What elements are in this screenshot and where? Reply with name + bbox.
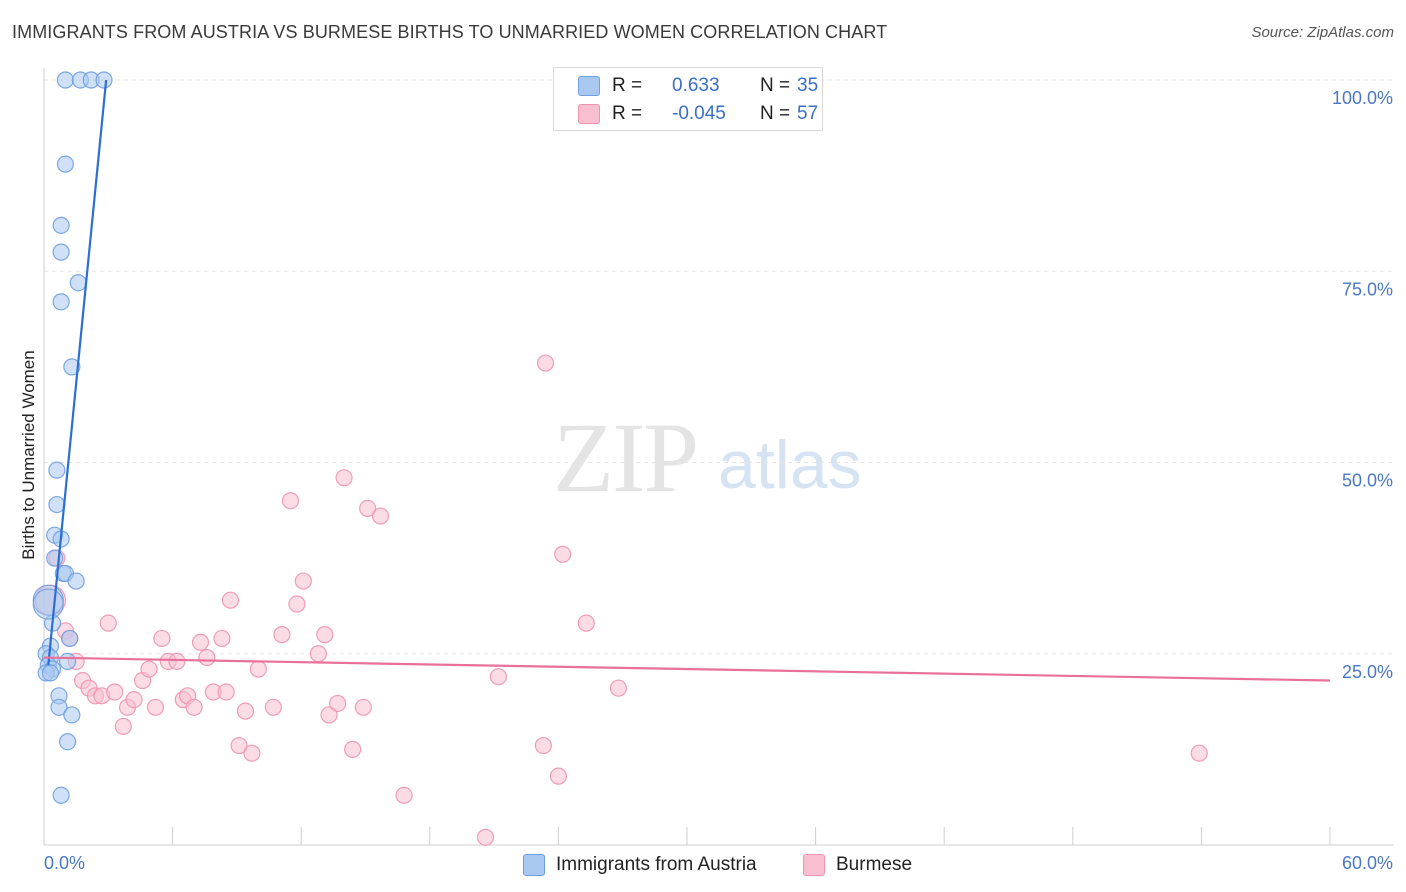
burmese-point-15 xyxy=(140,660,158,678)
burmese-point-53 xyxy=(554,545,572,563)
austria-point-5 xyxy=(52,216,70,234)
burmese-point-33 xyxy=(264,698,282,716)
austria-point-7 xyxy=(69,274,87,292)
burmese-point-34 xyxy=(273,626,291,644)
burmese-point-35 xyxy=(281,492,300,510)
burmese-point-10 xyxy=(106,683,124,701)
austria-point-4 xyxy=(56,155,75,173)
austria-swatch-icon xyxy=(578,76,600,96)
burmese-point-50 xyxy=(534,736,552,755)
austria-point-11 xyxy=(48,495,66,514)
austria-point-8 xyxy=(52,293,70,311)
y-axis-label: Births to Unmarried Women xyxy=(19,350,38,559)
burmese-point-9 xyxy=(99,614,117,632)
austria-point-33 xyxy=(52,786,70,804)
burmese-point-27 xyxy=(217,683,235,701)
burmese-point-44 xyxy=(354,698,372,716)
burmese-point-48 xyxy=(476,828,495,846)
austria-trend-line xyxy=(47,79,108,666)
burmese-point-56 xyxy=(1190,744,1208,762)
legend-n-label: N = xyxy=(760,75,791,96)
burmese-point-36 xyxy=(288,595,306,613)
watermark-atlas: atlas xyxy=(718,427,862,503)
burmese-point-49 xyxy=(489,668,507,686)
austria-point-9 xyxy=(63,358,81,376)
burmese-point-23 xyxy=(191,633,210,651)
burmese-point-38 xyxy=(309,645,327,663)
burmese-point-31 xyxy=(243,744,261,762)
legend-r-label: R = xyxy=(612,75,643,96)
legend-r-label: R = xyxy=(612,103,643,124)
austria-point-3 xyxy=(95,71,113,89)
legend-austria-n: 35 xyxy=(797,75,819,96)
burmese-point-47 xyxy=(395,786,413,804)
austria-point-20 xyxy=(61,629,79,648)
burmese-point-30 xyxy=(236,702,255,720)
x-tick-label-1: 60.0% xyxy=(1342,853,1393,873)
y-tick-label-2: 50.0% xyxy=(1342,471,1393,491)
x-tick-label-0: 0.0% xyxy=(44,853,85,873)
watermark-zip: ZIP xyxy=(553,402,699,513)
series-legend-burmese-label: Burmese xyxy=(836,854,913,875)
burmese-point-13 xyxy=(125,691,143,709)
series-legend-austria-label: Immigrants from Austria xyxy=(556,854,757,875)
austria-point-31 xyxy=(63,706,81,724)
burmese-point-55 xyxy=(609,679,628,697)
burmese-legend-swatch-icon xyxy=(803,854,825,876)
austria-point-6 xyxy=(52,243,70,261)
burmese-point-11 xyxy=(114,717,132,736)
y-tick-label-3: 25.0% xyxy=(1342,662,1393,682)
austria-point-0 xyxy=(56,71,75,89)
burmese-point-32 xyxy=(249,660,267,678)
burmese-point-26 xyxy=(213,629,231,648)
austria-point-30 xyxy=(50,698,68,716)
burmese-point-43 xyxy=(344,740,362,758)
chart-title: IMMIGRANTS FROM AUSTRIA VS BURMESE BIRTH… xyxy=(12,22,888,42)
burmese-point-41 xyxy=(329,694,347,713)
burmese-point-54 xyxy=(577,614,595,632)
burmese-point-28 xyxy=(221,591,240,609)
burmese-point-29 xyxy=(230,736,248,755)
correlation-legend: R = 0.633 N = 35 R = -0.045 N = 57 xyxy=(553,67,823,131)
legend-burmese-r: -0.045 xyxy=(672,103,726,124)
legend-austria-r: 0.633 xyxy=(672,75,720,96)
austria-point-34 xyxy=(32,588,64,620)
burmese-point-40 xyxy=(320,706,338,724)
y-tick-label-1: 75.0% xyxy=(1342,279,1393,299)
austria-point-28 xyxy=(41,664,60,682)
burmese-point-39 xyxy=(316,626,334,644)
burmese-point-45 xyxy=(359,499,377,517)
austria-point-17 xyxy=(67,572,85,590)
series-legend: Immigrants from Austria Burmese xyxy=(0,852,1406,878)
burmese-point-16 xyxy=(146,698,165,716)
austria-legend-swatch-icon xyxy=(523,854,545,876)
legend-burmese-n: 57 xyxy=(797,103,819,124)
austria-point-10 xyxy=(48,461,66,479)
burmese-point-22 xyxy=(185,698,203,716)
burmese-point-19 xyxy=(168,652,186,671)
burmese-point-17 xyxy=(153,629,171,648)
burmese-point-46 xyxy=(371,507,390,525)
burmese-point-52 xyxy=(549,767,568,785)
burmese-trend-line xyxy=(43,656,1331,682)
y-tick-label-0: 100.0% xyxy=(1332,88,1393,108)
austria-point-32 xyxy=(58,733,77,751)
burmese-swatch-icon xyxy=(578,104,600,124)
austria-point-24 xyxy=(58,652,77,671)
burmese-point-37 xyxy=(294,572,312,590)
burmese-point-42 xyxy=(335,469,353,487)
burmese-point-24 xyxy=(198,648,216,667)
legend-n-label: N = xyxy=(760,103,791,124)
source-label: Source: ZipAtlas.com xyxy=(1251,24,1394,41)
burmese-point-51 xyxy=(536,354,555,372)
